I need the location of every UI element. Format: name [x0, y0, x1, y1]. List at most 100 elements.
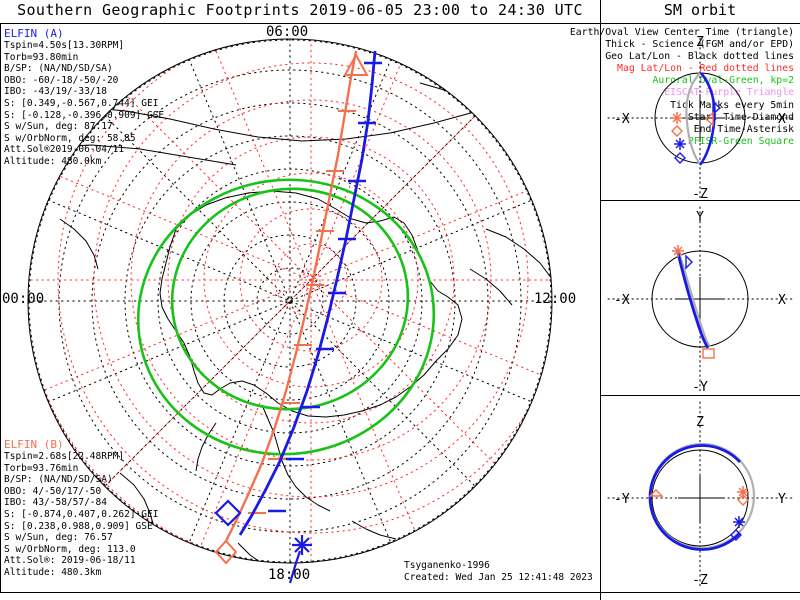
sm-axis-label-top: Y: [696, 210, 704, 225]
map-outer-circle: [27, 38, 553, 564]
sm-axis-label-right: Y: [778, 492, 786, 507]
legend-item: Auroral Oval-Green, kp=2: [652, 75, 794, 87]
elfin-a-header: ELFIN (A): [4, 27, 64, 40]
elfin-b-start-diamond: [214, 539, 238, 565]
elfin-a-line: Altitude: 480.0km: [4, 155, 102, 167]
elfin-a-track: [214, 50, 382, 584]
elfin-a-view-center-triangle: [685, 254, 693, 270]
elfin-a-start-diamond: [730, 529, 742, 541]
elfin-b-line: S: [0.238,0.988,0.909] GSE: [4, 520, 153, 532]
elfin-a-start-diamond: [674, 152, 686, 164]
elfin-b-start-diamond: [737, 494, 749, 506]
mlt-label-06: 06:00: [266, 24, 309, 40]
divider-map-top: [0, 23, 600, 24]
elfin-b-line: Torb=93.76min: [4, 462, 79, 474]
mag-longitude-grid: [28, 39, 552, 563]
legend-item: Tick Marks every 5min: [670, 99, 794, 111]
orbit-track-gray: [677, 252, 711, 348]
sm-axis-label-bottom: -Z: [692, 187, 708, 200]
created-timestamp: Created: Wed Jan 25 12:41:48 2023: [404, 572, 593, 583]
elfin-b-view-center-triangle: [343, 52, 369, 76]
auroral-oval: [136, 178, 436, 456]
elfin-b-start-marker: [702, 348, 715, 359]
elfin-a-line: Torb=93.80min: [4, 51, 79, 63]
elfin-a-line: IBO: -43/19/-33/18: [4, 86, 107, 98]
elfin-a-line: S: [-0.128,-0.396,0.909] GSE: [4, 109, 165, 121]
elfin-b-end-asterisk: [737, 486, 749, 498]
legend-item: Geo Lat/Lon - Black dotted lines: [605, 51, 794, 63]
earth-circle: [651, 250, 749, 348]
sm-orbit-panel-xz: Z -X X -Z: [600, 24, 800, 200]
elfin-a-start-diamond: [214, 499, 242, 527]
elfin-a-line: S: [0.349,-0.567,0.744] GEI: [4, 97, 159, 109]
legend-item: Mag Lat/Lon - Red dotted lines: [617, 63, 794, 75]
elfin-b-line: Tspin=2.68s[22.48RPM]: [4, 451, 125, 462]
legend-item: PFISR-Green Square: [687, 135, 794, 147]
elfin-b-tick-marks: [248, 110, 356, 514]
elfin-b-header: ELFIN (B): [4, 438, 64, 451]
elfin-a-tick-marks: [268, 61, 382, 513]
elfin-a-line: Tspin=4.50s[13.30RPM]: [4, 40, 125, 51]
mlt-label-18: 18:00: [268, 567, 311, 583]
elfin-b-end-asterisk: [672, 245, 684, 257]
sm-axes-cross: [676, 94, 724, 142]
sm-axis-label-right: X: [778, 293, 786, 308]
legend-item: Earth/Oval View Center Time (triangle): [569, 27, 794, 38]
elfin-a-end-asterisk: [733, 516, 745, 528]
elfin-a-line: S w/OrbNorm, deg: 58.85: [4, 132, 136, 144]
elfin-b-view-center-triangle: [648, 489, 664, 497]
elfin-b-line: B/SP: (NA/ND/SD/SA): [4, 474, 113, 486]
sm-axis-label-right: X: [778, 112, 786, 127]
geo-longitude-grid: [28, 39, 552, 563]
divider-sm-top: [600, 23, 800, 24]
elfin-a-end-asterisk: [292, 535, 312, 555]
mlt-label-12: 12:00: [534, 291, 577, 307]
elfin-b-track: [214, 50, 369, 565]
divider-sm-2: [600, 395, 800, 396]
elfin-b-line: Att.Sol®: 2019-06-18/11: [4, 555, 136, 567]
elfin-b-end-asterisk: [671, 112, 683, 124]
elfin-b-line: S w/OrbNorm, deg: 113.0: [4, 543, 136, 555]
elfin-a-info-block: ELFIN (A) Tspin=4.50s[13.30RPM] Torb=93.…: [4, 27, 164, 168]
sm-axis-label-left: -X: [614, 293, 630, 308]
sm-orbit-panel-xy: Y -X X -Y: [600, 201, 800, 395]
sm-orbit-panel-yz: Z -Y Y -Z: [600, 396, 800, 592]
earth-circle: [651, 449, 749, 547]
elfin-b-view-center-triangle: [704, 111, 714, 127]
elfin-a-track-tail: [288, 550, 302, 584]
page-title: Southern Geographic Footprints 2019-06-0…: [17, 1, 583, 19]
sm-axis-label-bottom: -Y: [692, 380, 708, 395]
elfin-b-info-block: ELFIN (B) Tspin=2.68s[22.48RPM] Torb=93.…: [4, 438, 158, 579]
elfin-b-line: IBO: 43/-58/57/-84: [4, 497, 107, 509]
orbit-track-blue: [648, 444, 742, 551]
elfin-b-line: Altitude: 480.3km: [4, 566, 102, 578]
elfin-b-start-diamond: [671, 125, 683, 137]
elfin-b-line: S w/Sun, deg: 76.57: [4, 532, 113, 544]
legend-item: Start Time-Diamond: [687, 111, 794, 123]
sm-orbit-title: SM orbit: [663, 1, 737, 19]
mlt-label-00: 00:00: [2, 291, 45, 307]
model-name: Tsyganenko-1996: [404, 560, 490, 571]
elfin-a-line: S w/Sun, deg: 87.17: [4, 121, 113, 133]
divider-vertical: [600, 0, 601, 600]
elfin-a-line: Att.Sol®2019-06-04/11: [4, 144, 125, 156]
divider-left-edge: [0, 23, 1, 593]
elfin-b-line: S: [-0.874,0.407,0.262] GEI: [4, 508, 159, 520]
map-legend: Earth/Oval View Center Time (triangle) T…: [570, 27, 794, 148]
orbit-track-blue: [676, 252, 710, 349]
elfin-b-line: OBO: 4/-50/17/-50: [4, 485, 102, 497]
polar-map-svg: [27, 38, 553, 584]
sm-axes-cross: [678, 476, 724, 522]
elfin-a-line: B/SP: (NA/ND/SD/SA): [4, 63, 113, 75]
legend-item: Thick - Science (FGM and/or EPD): [605, 39, 794, 51]
elfin-a-line: OBO: -60/-18/-50/-20: [4, 74, 119, 86]
sm-axis-label-bottom: -Z: [692, 573, 708, 588]
orbit-track-gray: [685, 72, 701, 165]
orbit-track-blue: [698, 72, 716, 166]
polar-map-panel: [0, 23, 600, 593]
elfin-a-end-asterisk: [674, 138, 686, 150]
credits-block: Tsyganenko-1996 Created: Wed Jan 25 12:4…: [404, 560, 593, 584]
sm-axis-label-left: -Y: [614, 492, 630, 507]
sm-axis-label-top: Z: [696, 35, 704, 50]
